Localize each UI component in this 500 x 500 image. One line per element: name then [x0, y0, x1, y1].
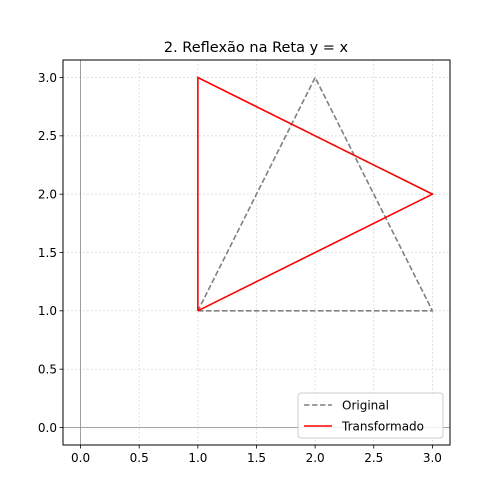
y-tick-label: 1.0: [38, 304, 57, 318]
x-tick-label: 2.5: [364, 451, 383, 465]
legend-label-transformado: Transformado: [341, 419, 424, 433]
axis-ticks: 0.0 0.5 1.0 1.5 2.0 2.5 3.0 0.0 0.5 1.0 1.5 2.0 2.5 3…: [38, 71, 442, 465]
x-tick-label: 1.5: [247, 451, 266, 465]
legend-label-original: Original: [342, 398, 389, 412]
legend: Original Transformado: [297, 392, 444, 439]
x-tick-label: 0.0: [71, 451, 90, 465]
series-line-original: [197, 75, 434, 312]
x-tick-label: 3.0: [423, 451, 442, 465]
x-tick-label: 0.5: [130, 451, 149, 465]
y-tick-label: 2.0: [38, 187, 57, 201]
series-line-transformado: [197, 76, 435, 312]
chart-title: 2. Reflexão na Reta y = x: [164, 40, 349, 56]
y-tick-label: 1.5: [38, 246, 57, 260]
series-lines: [197, 75, 435, 312]
x-tick-label: 2.0: [306, 451, 325, 465]
y-tick-label: 3.0: [38, 71, 57, 85]
x-tick-label: 1.0: [188, 451, 207, 465]
y-tick-label: 2.5: [38, 129, 57, 143]
y-tick-label: 0.0: [38, 421, 57, 435]
y-tick-label: 0.5: [38, 362, 57, 376]
legend-box: [297, 392, 444, 439]
